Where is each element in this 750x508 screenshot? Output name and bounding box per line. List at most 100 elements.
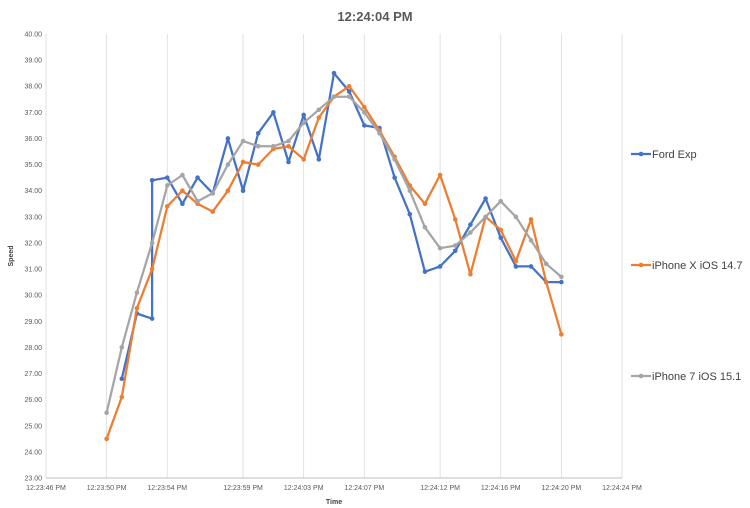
- data-point: [271, 144, 276, 149]
- y-tick-label: 35.00: [24, 162, 42, 169]
- legend-item: iPhone 7 iOS 15.1: [631, 371, 741, 383]
- y-tick-label: 30.00: [24, 293, 42, 300]
- y-tick-label: 29.00: [24, 319, 42, 326]
- data-point: [286, 159, 291, 165]
- y-tick-label: 25.00: [24, 423, 42, 430]
- data-point: [210, 209, 216, 214]
- data-point: [119, 345, 125, 350]
- x-axis-ticks: 12:23:46 PM 12:23:50 PM 12:23:54 PM 12:23:5…: [26, 485, 642, 492]
- legend: Ford Exp iPhone X iOS 14.7 iPhone 7 iOS 15…: [631, 149, 743, 383]
- data-point: [362, 104, 367, 110]
- data-point: [362, 110, 367, 115]
- y-tick-label: 37.00: [24, 110, 42, 117]
- data-point: [483, 196, 488, 201]
- data-point: [559, 274, 564, 280]
- y-tick-label: 40.00: [24, 32, 42, 39]
- data-point: [468, 222, 473, 227]
- legend-swatch-marker: [638, 151, 644, 157]
- series-1: [104, 83, 564, 442]
- data-point: [195, 198, 200, 204]
- y-tick-label: 39.00: [24, 58, 42, 65]
- data-point: [119, 394, 125, 400]
- data-point: [559, 279, 564, 285]
- data-point: [271, 110, 276, 115]
- data-point: [240, 159, 246, 165]
- y-tick-label: 38.00: [24, 84, 42, 91]
- data-point: [437, 264, 443, 269]
- data-point: [286, 144, 291, 149]
- legend-item: iPhone X iOS 14.7: [631, 260, 743, 272]
- data-point: [331, 70, 337, 76]
- data-point: [301, 157, 306, 162]
- data-point: [528, 238, 534, 243]
- data-point: [195, 175, 200, 180]
- legend-item: Ford Exp: [631, 149, 697, 161]
- y-axis-ticks: 23.00 24.00 25.00 26.00 27.00 28.00 29.00 30.00…: [24, 32, 42, 483]
- data-point: [528, 217, 534, 222]
- data-point: [437, 172, 443, 178]
- data-point: [225, 136, 231, 141]
- y-tick-label: 33.00: [24, 214, 42, 221]
- data-point: [180, 172, 185, 178]
- legend-label: iPhone X iOS 14.7: [652, 260, 743, 272]
- data-point: [149, 177, 155, 183]
- data-point: [422, 201, 428, 207]
- legend-swatch-marker: [638, 262, 644, 268]
- data-point: [149, 266, 155, 272]
- series-line: [105, 85, 563, 440]
- x-tick-label: 12:24:24 PM: [602, 485, 642, 492]
- data-point: [346, 89, 352, 94]
- legend-label: Ford Exp: [652, 149, 697, 161]
- data-point: [422, 269, 428, 274]
- y-tick-label: 27.00: [24, 371, 42, 378]
- data-point: [149, 316, 155, 321]
- data-point: [452, 217, 458, 222]
- y-tick-label: 23.00: [24, 476, 42, 483]
- y-tick-label: 24.00: [24, 449, 42, 456]
- data-point: [498, 198, 504, 204]
- data-point: [513, 264, 519, 269]
- data-point: [164, 175, 170, 180]
- data-point: [255, 130, 261, 136]
- data-point: [543, 261, 549, 267]
- data-point: [225, 162, 231, 167]
- y-axis-title: Speed: [8, 245, 15, 266]
- data-point: [164, 204, 170, 209]
- x-tick-label: 12:24:12 PM: [420, 485, 460, 492]
- data-point: [452, 248, 458, 254]
- data-point: [437, 245, 443, 251]
- data-point: [255, 162, 261, 167]
- data-point: [528, 264, 534, 269]
- data-point: [377, 130, 382, 136]
- data-point: [316, 157, 322, 162]
- data-point: [301, 120, 306, 126]
- data-point: [225, 188, 231, 194]
- x-tick-label: 12:24:20 PM: [542, 485, 582, 492]
- y-tick-label: 31.00: [24, 267, 42, 274]
- series-line: [105, 95, 563, 413]
- data-point: [210, 191, 216, 196]
- data-point: [362, 123, 367, 128]
- gridlines: [45, 34, 623, 478]
- y-tick-label: 28.00: [24, 345, 42, 352]
- data-point: [134, 305, 140, 311]
- data-point: [255, 144, 261, 149]
- data-point: [331, 94, 337, 99]
- x-tick-label: 12:24:07 PM: [344, 485, 384, 492]
- x-tick-label: 12:24:16 PM: [481, 485, 521, 492]
- data-point: [346, 94, 352, 99]
- data-point: [104, 410, 109, 416]
- data-point: [316, 107, 322, 113]
- x-tick-label: 12:23:54 PM: [147, 485, 187, 492]
- data-point: [104, 436, 109, 442]
- data-point: [513, 258, 519, 264]
- data-point: [346, 83, 352, 89]
- y-tick-label: 34.00: [24, 188, 42, 195]
- data-point: [498, 227, 504, 233]
- data-point: [483, 214, 488, 220]
- data-point: [164, 183, 170, 188]
- data-point: [559, 332, 564, 337]
- y-tick-label: 36.00: [24, 136, 42, 143]
- data-point: [407, 188, 413, 194]
